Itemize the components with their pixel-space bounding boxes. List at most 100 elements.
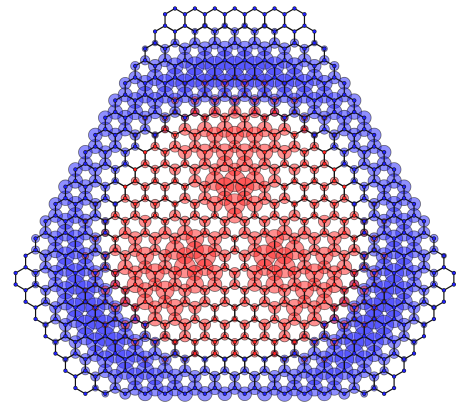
- site: [133, 270, 138, 276]
- site: [362, 391, 367, 396]
- site: [182, 12, 188, 17]
- site: [302, 46, 307, 51]
- site: [192, 201, 198, 207]
- site: [232, 109, 237, 115]
- site: [172, 247, 178, 253]
- site: [362, 115, 367, 120]
- site: [252, 109, 257, 115]
- site: [352, 132, 357, 138]
- site: [282, 150, 287, 155]
- site: [143, 115, 148, 120]
- site: [123, 299, 128, 304]
- site: [123, 81, 128, 86]
- site: [152, 40, 158, 46]
- site: [292, 201, 297, 207]
- site: [262, 58, 267, 63]
- site: [63, 288, 68, 293]
- site: [352, 247, 357, 253]
- site: [242, 288, 247, 293]
- site: [392, 339, 397, 345]
- site: [302, 150, 307, 155]
- site: [382, 184, 387, 189]
- site: [292, 213, 297, 218]
- site: [262, 299, 267, 304]
- site: [302, 368, 307, 373]
- site: [123, 391, 128, 396]
- site: [362, 230, 367, 235]
- site: [123, 357, 128, 362]
- site: [421, 265, 427, 270]
- site: [73, 316, 78, 322]
- site: [252, 236, 257, 241]
- site: [232, 374, 237, 379]
- site: [73, 305, 78, 310]
- site: [33, 270, 38, 276]
- site: [401, 288, 407, 293]
- site: [133, 316, 138, 322]
- site: [282, 58, 287, 63]
- site: [312, 29, 317, 34]
- site: [282, 196, 287, 201]
- site: [312, 247, 317, 253]
- site: [123, 265, 128, 270]
- site: [172, 75, 178, 80]
- site: [152, 351, 158, 356]
- site: [342, 322, 347, 327]
- site: [352, 270, 357, 276]
- site: [222, 391, 227, 396]
- site: [282, 322, 287, 327]
- site: [83, 253, 88, 258]
- site: [262, 230, 267, 235]
- site: [262, 161, 267, 166]
- site: [292, 236, 297, 241]
- site: [282, 219, 287, 224]
- site: [322, 58, 327, 63]
- site: [292, 6, 297, 11]
- site: [302, 23, 307, 28]
- site: [421, 230, 427, 235]
- site: [302, 12, 307, 17]
- site: [192, 213, 198, 218]
- site: [182, 357, 188, 362]
- site: [83, 299, 88, 304]
- site: [302, 219, 307, 224]
- site: [113, 132, 118, 138]
- site: [322, 81, 327, 86]
- site: [143, 92, 148, 97]
- site: [292, 132, 297, 138]
- site: [113, 282, 118, 287]
- site: [192, 178, 198, 184]
- site: [53, 351, 58, 356]
- site: [282, 115, 287, 120]
- site: [143, 161, 148, 166]
- site: [43, 334, 48, 339]
- site: [152, 144, 158, 149]
- site: [133, 213, 138, 218]
- site: [342, 230, 347, 235]
- site: [322, 92, 327, 97]
- site: [292, 144, 297, 149]
- site: [302, 196, 307, 201]
- site: [392, 167, 397, 172]
- site: [252, 75, 257, 80]
- site: [322, 253, 327, 258]
- site: [222, 58, 227, 63]
- site: [292, 305, 297, 310]
- site: [202, 115, 207, 120]
- site: [33, 316, 38, 322]
- site: [392, 282, 397, 287]
- site: [352, 167, 357, 172]
- site: [441, 299, 447, 304]
- site: [322, 115, 327, 120]
- site: [262, 127, 267, 132]
- site: [53, 316, 58, 322]
- site: [83, 265, 88, 270]
- site: [362, 299, 367, 304]
- site: [73, 282, 78, 287]
- site: [212, 144, 217, 149]
- site: [182, 58, 188, 63]
- site: [431, 282, 437, 287]
- site: [192, 247, 198, 253]
- site: [23, 299, 28, 304]
- site: [212, 98, 217, 103]
